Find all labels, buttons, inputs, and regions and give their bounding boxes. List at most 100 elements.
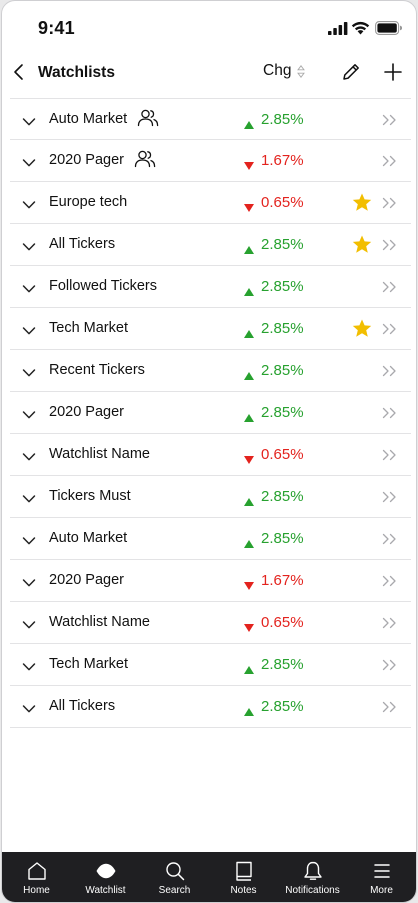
watchlist-name: Followed Tickers xyxy=(49,278,157,294)
change-value: 2.85% xyxy=(244,656,304,674)
watchlist-row[interactable]: 2020 Pager 2.85% xyxy=(10,392,411,434)
triangle-up-icon xyxy=(244,493,254,506)
double-chevron-right-icon[interactable] xyxy=(382,280,398,293)
watchlist-row[interactable]: Tech Market 2.85% xyxy=(10,308,411,350)
double-chevron-right-icon[interactable] xyxy=(382,532,398,545)
chevron-down-icon[interactable] xyxy=(22,407,36,419)
double-chevron-right-icon[interactable] xyxy=(382,322,398,335)
wifi-icon xyxy=(351,21,370,35)
bell-icon xyxy=(302,860,324,882)
change-value: 2.85% xyxy=(244,320,304,338)
tab-notifications[interactable]: Notifications xyxy=(280,852,346,902)
chevron-down-icon[interactable] xyxy=(22,365,36,377)
tab-search[interactable]: Search xyxy=(142,852,208,902)
chevron-down-icon[interactable] xyxy=(22,701,36,713)
chevron-down-icon[interactable] xyxy=(22,449,36,461)
double-chevron-right-icon[interactable] xyxy=(382,113,398,126)
change-value: 2.85% xyxy=(244,236,304,254)
page-title: Watchlists xyxy=(38,64,115,81)
double-chevron-right-icon[interactable] xyxy=(382,154,398,167)
triangle-up-icon xyxy=(244,325,254,338)
back-icon[interactable] xyxy=(11,61,29,83)
double-chevron-right-icon[interactable] xyxy=(382,700,398,713)
watchlist-row[interactable]: Followed Tickers 2.85% xyxy=(10,266,411,308)
chevron-down-icon[interactable] xyxy=(22,659,36,671)
watchlist-row[interactable]: Tech Market 2.85% xyxy=(10,644,411,686)
triangle-up-icon xyxy=(244,661,254,674)
star-icon[interactable] xyxy=(352,235,372,254)
change-value: 2.85% xyxy=(244,362,304,380)
chevron-down-icon[interactable] xyxy=(22,281,36,293)
chevron-down-icon[interactable] xyxy=(22,155,36,167)
watchlist-row[interactable]: Recent Tickers 2.85% xyxy=(10,350,411,392)
double-chevron-right-icon[interactable] xyxy=(382,490,398,503)
triangle-down-icon xyxy=(244,619,254,632)
chevron-down-icon[interactable] xyxy=(22,114,36,126)
tab-notes[interactable]: Notes xyxy=(211,852,277,902)
double-chevron-right-icon[interactable] xyxy=(382,364,398,377)
double-chevron-right-icon[interactable] xyxy=(382,574,398,587)
tab-more[interactable]: More xyxy=(349,852,415,902)
watchlist-row[interactable]: Europe tech 0.65% xyxy=(10,182,411,224)
edit-pencil-icon[interactable] xyxy=(340,61,362,83)
double-chevron-right-icon[interactable] xyxy=(382,658,398,671)
double-chevron-right-icon[interactable] xyxy=(382,406,398,419)
tab-bar: Home Watchlist Search Notes Notifications Mor… xyxy=(2,852,416,902)
search-icon xyxy=(164,860,186,882)
watchlist-row[interactable]: 2020 Pager 1.67% xyxy=(10,560,411,602)
chevron-down-icon[interactable] xyxy=(22,197,36,209)
tab-home[interactable]: Home xyxy=(4,852,70,902)
watchlist-name: Tech Market xyxy=(49,320,128,336)
tab-watchlist[interactable]: Watchlist xyxy=(73,852,139,902)
star-icon[interactable] xyxy=(352,319,372,338)
change-percent: 2.85% xyxy=(261,278,304,295)
chevron-down-icon[interactable] xyxy=(22,575,36,587)
home-icon xyxy=(26,860,48,882)
triangle-up-icon xyxy=(244,535,254,548)
watchlist-row[interactable]: All Tickers 2.85% xyxy=(10,686,411,728)
watchlist-row[interactable]: Watchlist Name 0.65% xyxy=(10,602,411,644)
change-sort-button[interactable]: Chg xyxy=(263,62,306,80)
double-chevron-right-icon[interactable] xyxy=(382,238,398,251)
cellular-signal-icon xyxy=(328,22,348,35)
tab-label: Notes xyxy=(230,885,257,896)
double-chevron-right-icon[interactable] xyxy=(382,616,398,629)
change-percent: 2.85% xyxy=(261,111,304,128)
tab-label: Notifications xyxy=(285,885,340,896)
chevron-down-icon[interactable] xyxy=(22,323,36,335)
change-value: 0.65% xyxy=(244,446,304,464)
double-chevron-right-icon[interactable] xyxy=(382,196,398,209)
change-value: 0.65% xyxy=(244,194,304,212)
star-icon[interactable] xyxy=(352,193,372,212)
add-icon[interactable] xyxy=(382,61,404,83)
change-percent: 2.85% xyxy=(261,656,304,673)
watchlist-name: All Tickers xyxy=(49,698,116,714)
watchlist-name: Watchlist Name xyxy=(49,614,150,630)
triangle-down-icon xyxy=(244,451,254,464)
sort-icon xyxy=(297,64,306,78)
menu-icon xyxy=(371,860,393,882)
watchlist-row[interactable]: Tickers Must 2.85% xyxy=(10,476,411,518)
battery-icon xyxy=(375,21,402,35)
watchlist-row[interactable]: 2020 Pager 1.67% xyxy=(10,140,411,182)
tab-label: Search xyxy=(158,885,191,896)
watchlist-row[interactable]: Auto Market 2.85% xyxy=(10,518,411,560)
shared-group-icon xyxy=(137,108,159,128)
triangle-up-icon xyxy=(244,116,254,129)
watchlist-row[interactable]: Auto Market 2.85% xyxy=(10,98,411,140)
watchlist-row[interactable]: Watchlist Name 0.65% xyxy=(10,434,411,476)
chevron-down-icon[interactable] xyxy=(22,491,36,503)
tab-label: More xyxy=(370,885,393,896)
change-percent: 2.85% xyxy=(261,320,304,337)
watchlist-row[interactable]: All Tickers 2.85% xyxy=(10,224,411,266)
change-percent: 2.85% xyxy=(261,362,304,379)
chevron-down-icon[interactable] xyxy=(22,617,36,629)
watchlist-name: Tickers Must xyxy=(49,488,131,504)
change-percent: 0.65% xyxy=(261,194,304,211)
chevron-down-icon[interactable] xyxy=(22,239,36,251)
chevron-down-icon[interactable] xyxy=(22,533,36,545)
shared-group-icon xyxy=(134,149,156,169)
double-chevron-right-icon[interactable] xyxy=(382,448,398,461)
triangle-down-icon xyxy=(244,157,254,170)
